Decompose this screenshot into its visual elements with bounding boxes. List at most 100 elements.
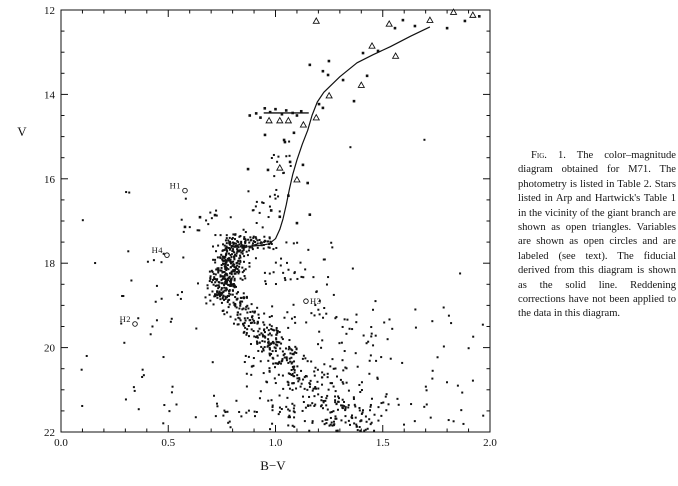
data-point [234, 244, 237, 247]
data-point [267, 246, 270, 249]
data-point [282, 271, 285, 274]
data-point [413, 420, 416, 423]
data-point [288, 414, 291, 417]
data-point [431, 320, 434, 323]
data-point [228, 303, 231, 306]
data-point [242, 228, 245, 231]
data-point [246, 304, 249, 307]
data-point [252, 240, 255, 243]
data-point [275, 329, 278, 332]
data-point [224, 265, 227, 268]
data-point [229, 266, 232, 269]
data-point [163, 404, 166, 407]
data-point [259, 242, 262, 245]
open-triangle [368, 41, 376, 49]
data-point [225, 245, 228, 248]
data-point [217, 287, 220, 290]
data-point [243, 255, 246, 258]
data-point [215, 268, 218, 271]
data-point [290, 348, 293, 351]
data-point [231, 283, 234, 286]
data-point [382, 401, 385, 404]
data-point [292, 303, 295, 306]
data-point [221, 258, 224, 261]
data-point [335, 429, 338, 432]
data-point [270, 315, 273, 318]
variable-star-circle [303, 298, 309, 304]
data-point [257, 330, 260, 333]
data-point [212, 283, 215, 286]
data-point [154, 300, 157, 303]
open-triangle [449, 8, 458, 15]
data-point [336, 375, 339, 378]
data-point [358, 383, 361, 386]
data-point [285, 357, 288, 360]
data-point [323, 373, 326, 376]
data-point [302, 276, 305, 279]
data-point [254, 112, 258, 115]
data-point [281, 350, 284, 353]
variable-star-circle [132, 321, 138, 327]
data-point [236, 313, 239, 316]
data-point [232, 301, 235, 304]
data-point [223, 244, 226, 247]
data-point [254, 205, 257, 208]
data-point [355, 425, 358, 428]
data-point [214, 234, 217, 237]
data-point [235, 292, 238, 295]
data-point [231, 293, 234, 296]
data-point [271, 328, 274, 331]
data-point [301, 395, 304, 398]
data-point [80, 368, 83, 371]
data-point [243, 237, 246, 240]
data-point [244, 326, 247, 329]
data-point [229, 254, 232, 257]
data-point [214, 415, 217, 418]
data-point [238, 262, 241, 265]
data-point [285, 405, 288, 408]
data-point [370, 326, 373, 329]
data-point [462, 422, 465, 425]
data-point [221, 292, 224, 295]
data-point [232, 269, 235, 272]
data-point [267, 359, 270, 362]
data-point [272, 342, 275, 345]
data-point [349, 146, 352, 149]
data-point [369, 405, 372, 408]
data-point [248, 265, 251, 268]
data-point [241, 308, 244, 311]
data-point [355, 321, 358, 324]
data-point [294, 321, 297, 324]
data-point [321, 371, 324, 374]
data-point [271, 422, 274, 425]
variable-star-circle [164, 252, 170, 258]
data-point [223, 259, 226, 262]
data-point [233, 245, 236, 248]
data-point [296, 277, 299, 280]
data-point [248, 241, 251, 244]
data-point [213, 295, 216, 298]
data-point [240, 240, 243, 243]
y-tick-label: 22 [44, 427, 55, 439]
y-tick-label: 18 [44, 258, 56, 270]
data-point [282, 138, 286, 142]
data-point [341, 359, 344, 362]
data-point [323, 423, 326, 426]
data-point [320, 404, 323, 407]
data-point [267, 344, 270, 347]
data-point [259, 360, 262, 363]
data-point [320, 346, 323, 349]
data-point [125, 191, 128, 194]
data-point [240, 415, 243, 418]
data-point [228, 242, 231, 245]
data-point [342, 369, 345, 372]
data-point [238, 317, 241, 320]
data-point [223, 270, 226, 273]
data-point [337, 400, 340, 403]
data-point [345, 381, 348, 384]
data-point [386, 338, 389, 341]
data-point [283, 140, 287, 144]
data-point [365, 342, 368, 345]
data-point [326, 376, 329, 379]
data-point [298, 377, 301, 380]
